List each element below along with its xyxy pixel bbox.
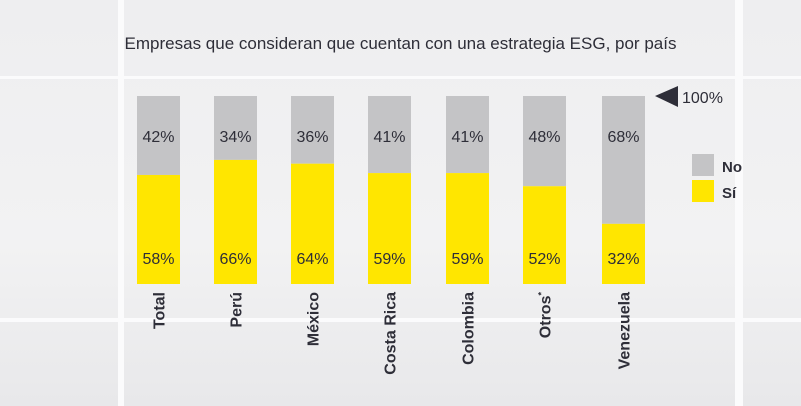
- category-label: Venezuela: [617, 292, 634, 369]
- value-label-no: 41%: [373, 129, 405, 146]
- bar-no-0: [137, 96, 180, 175]
- bar-si-6: [602, 223, 645, 284]
- background-panel-line: [118, 0, 124, 406]
- value-label-si: 58%: [142, 251, 174, 268]
- bar-si-3: [368, 173, 411, 284]
- bar-no-6: [602, 96, 645, 224]
- bar-si-4: [446, 173, 489, 284]
- bar-no-2: [291, 96, 334, 164]
- category-label: Colombia: [461, 292, 478, 365]
- bar-no-1: [214, 96, 257, 160]
- bar-si-5: [523, 186, 566, 284]
- value-label-no: 68%: [607, 129, 639, 146]
- legend-label: Sí: [722, 185, 737, 202]
- category-label: Otros*: [537, 292, 555, 339]
- background-panel-line: [0, 76, 801, 79]
- value-label-si: 32%: [607, 251, 639, 268]
- value-label-no: 34%: [219, 129, 251, 146]
- max-marker-arrow-icon: [655, 86, 678, 107]
- bar-no-3: [368, 96, 411, 174]
- bar-no-5: [523, 96, 566, 187]
- category-label: Total: [152, 292, 169, 329]
- bar-no-4: [446, 96, 489, 174]
- bar-si-1: [214, 159, 257, 284]
- bar-si-0: [137, 174, 180, 284]
- category-label: México: [306, 292, 323, 346]
- value-label-no: 41%: [451, 129, 483, 146]
- value-label-no: 48%: [528, 129, 560, 146]
- legend-swatch-1: [692, 180, 714, 202]
- value-label-si: 52%: [528, 251, 560, 268]
- category-label: Perú: [229, 292, 246, 328]
- legend-label: No: [722, 159, 742, 176]
- background-panel-line: [735, 0, 743, 406]
- chart-title: Empresas que consideran que cuentan con …: [124, 34, 677, 53]
- value-label-si: 64%: [296, 251, 328, 268]
- bar-si-2: [291, 163, 334, 284]
- value-label-si: 59%: [451, 251, 483, 268]
- value-label-no: 42%: [142, 129, 174, 146]
- legend-swatch-0: [692, 154, 714, 176]
- value-label-si: 59%: [373, 251, 405, 268]
- category-label: Costa Rica: [383, 292, 400, 375]
- value-label-no: 36%: [296, 129, 328, 146]
- max-marker-label: 100%: [682, 90, 723, 107]
- value-label-si: 66%: [219, 251, 251, 268]
- background-panel-line: [0, 318, 801, 322]
